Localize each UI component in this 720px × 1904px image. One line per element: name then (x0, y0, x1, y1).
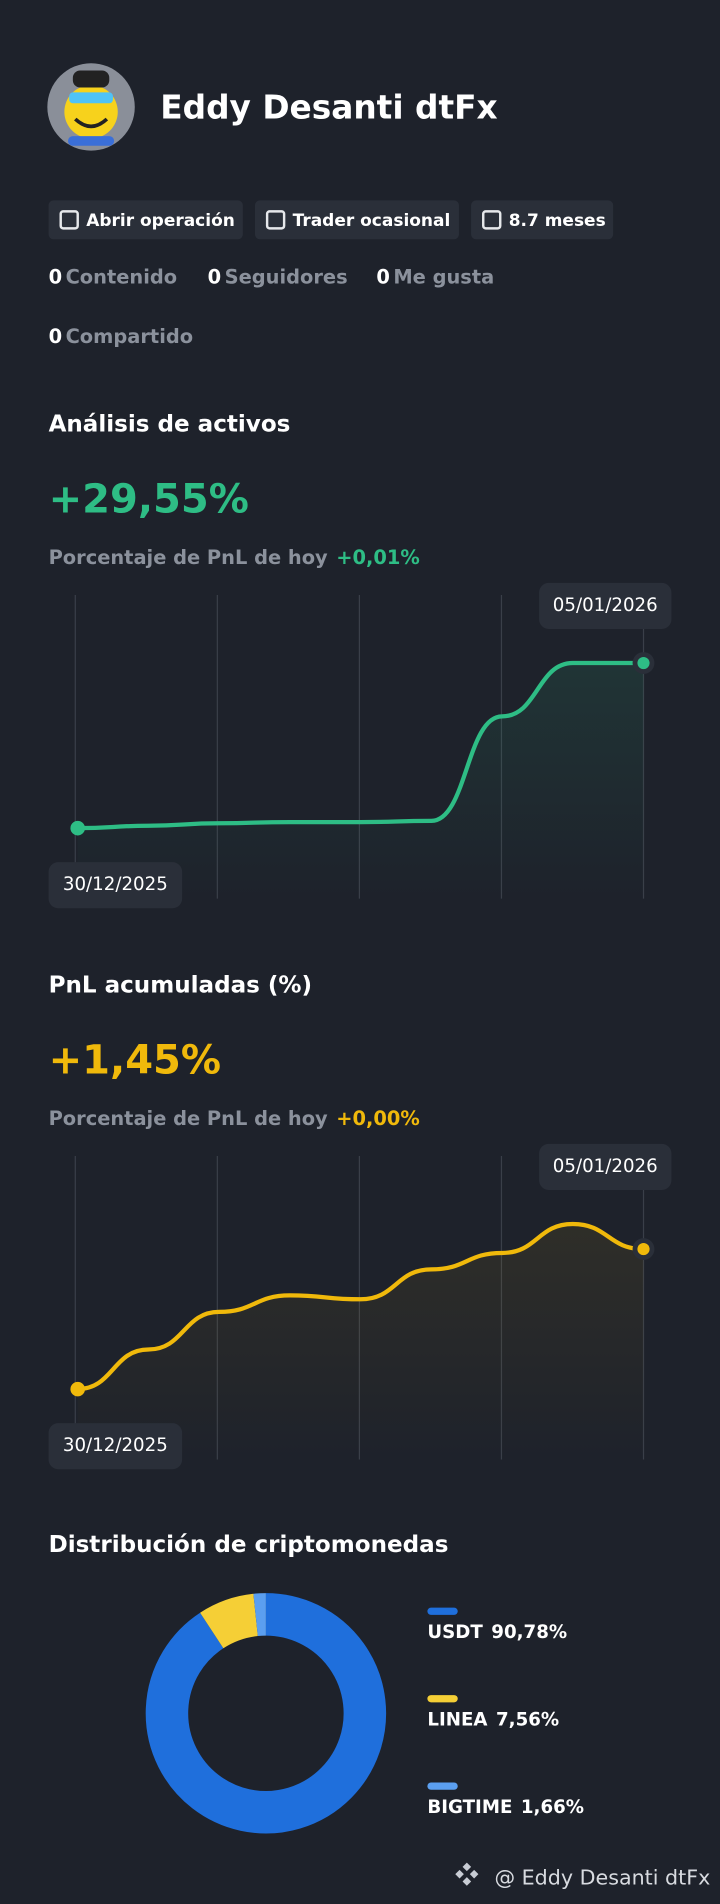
stat-value: 0 (376, 266, 390, 289)
start-date: 30/12/2025 (63, 874, 168, 895)
stat-label: Contenido (66, 266, 178, 289)
stat-value: 0 (49, 325, 63, 348)
legend-value: 1,66% (521, 1797, 584, 1818)
legend-swatch (427, 1607, 458, 1615)
section-title: Distribución de criptomonedas (49, 1532, 449, 1558)
end-dot (637, 656, 650, 670)
badge-label: 8.7 meses (509, 211, 606, 231)
avatar (47, 63, 135, 151)
donut-segment (253, 1593, 267, 1637)
stat-label: Me gusta (393, 266, 494, 289)
badge-icon (265, 210, 286, 230)
legend-swatch (427, 1782, 458, 1790)
headline-value: +1,45% (49, 1037, 222, 1083)
footer-text: @ Eddy Desanti dtFx (494, 1865, 710, 1889)
stat-value: 0 (208, 266, 222, 289)
profile-name: Eddy Desanti dtFx (160, 88, 497, 126)
stat-label: Compartido (66, 325, 194, 348)
badge-icon (59, 210, 79, 230)
date-box (48, 862, 183, 909)
end-dot (637, 1243, 650, 1256)
line (77, 1221, 644, 1392)
legend-name: USDT (427, 1622, 483, 1643)
start-date: 30/12/2025 (63, 1435, 168, 1456)
today-label: Porcentaje de PnL de hoy (49, 1107, 328, 1130)
badge (48, 200, 243, 240)
legend-swatch (427, 1695, 458, 1703)
legend-name: LINEA (427, 1710, 487, 1731)
badge-icon (482, 210, 502, 230)
donut-segment (145, 1593, 387, 1834)
badge-label: Trader ocasional (293, 211, 451, 231)
area (77, 1223, 644, 1460)
legend-name: BIGTIME (427, 1797, 512, 1818)
badge (471, 200, 614, 240)
section-title: Análisis de activos (49, 412, 291, 438)
area (77, 663, 644, 899)
start-dot (70, 820, 85, 836)
badge-label: Abrir operación (86, 211, 235, 231)
badge (254, 200, 459, 240)
line (77, 660, 644, 831)
today-value: +0,01% (336, 546, 420, 569)
start-dot (70, 1381, 85, 1397)
section-title: PnL acumuladas (%) (49, 972, 312, 998)
stat-label: Seguidores (225, 266, 348, 289)
date-box (539, 1143, 672, 1190)
date-box (539, 582, 672, 630)
stat-value: 0 (49, 266, 63, 289)
today-value: +0,00% (336, 1107, 420, 1130)
donut-segment (200, 1593, 259, 1649)
end-date: 05/01/2026 (553, 595, 658, 616)
headline-value: +29,55% (49, 477, 249, 523)
today-label: Porcentaje de PnL de hoy (49, 546, 328, 569)
end-date: 05/01/2026 (553, 1156, 658, 1177)
legend-value: 7,56% (496, 1710, 559, 1731)
date-box (48, 1423, 183, 1470)
legend-value: 90,78% (491, 1622, 567, 1643)
